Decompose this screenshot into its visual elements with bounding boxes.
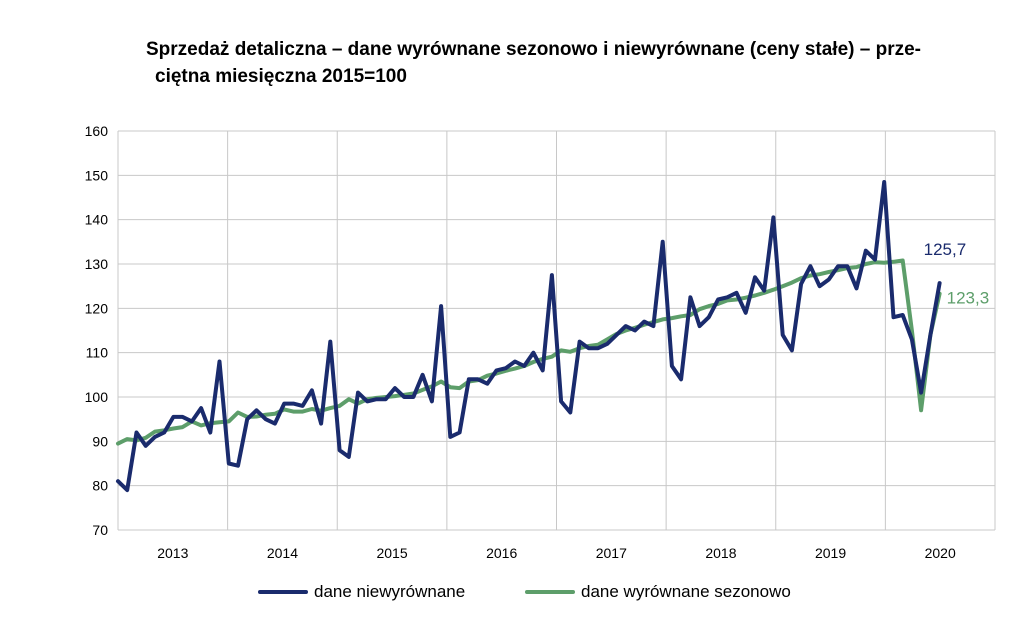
- legend-swatch-unadjusted: [258, 590, 308, 594]
- legend-item-unadjusted: dane niewyrównane: [258, 582, 465, 602]
- series-lines: [116, 180, 942, 493]
- x-tick-label: 2019: [815, 545, 846, 561]
- y-tick-label: 90: [92, 433, 108, 449]
- x-tick-label: 2018: [705, 545, 736, 561]
- y-tick-label: 160: [85, 123, 109, 139]
- grid: [117, 130, 996, 531]
- end-labels: 125,7 123,3: [924, 240, 990, 308]
- legend-label-adjusted: dane wyrównane sezonowo: [581, 582, 791, 601]
- x-tick-label: 2016: [486, 545, 517, 561]
- y-tick-label: 120: [85, 300, 109, 316]
- y-tick-label: 100: [85, 389, 109, 405]
- legend-label-unadjusted: dane niewyrównane: [314, 582, 466, 601]
- y-tick-label: 150: [85, 167, 109, 183]
- x-tick-label: 2015: [376, 545, 407, 561]
- legend-item-adjusted: dane wyrównane sezonowo: [525, 582, 791, 602]
- y-tick-label: 70: [92, 522, 108, 538]
- y-tick-label: 80: [92, 478, 108, 494]
- y-tick-label: 110: [86, 345, 109, 361]
- y-tick-label: 140: [85, 212, 109, 228]
- y-tick-label: 130: [85, 256, 109, 272]
- end-label-unadjusted: 125,7: [924, 240, 967, 259]
- x-tick-label: 2020: [925, 545, 956, 561]
- series-line-unadjusted: [116, 180, 942, 493]
- end-label-adjusted: 123,3: [947, 289, 990, 308]
- x-tick-label: 2017: [596, 545, 627, 561]
- chart-title-line-1: Sprzedaż detaliczna – dane wyrównane sez…: [146, 39, 921, 60]
- x-tick-label: 2013: [157, 545, 188, 561]
- series-line-adjusted: [116, 258, 942, 446]
- chart-title: Sprzedaż detaliczna – dane wyrównane sez…: [146, 36, 996, 90]
- x-axis-ticks: 2013 2014 2015 2016 2017 2018 2019 2020: [157, 545, 956, 561]
- y-axis-ticks: 70 80 90 100 110 120 130 140 150 160: [85, 123, 109, 538]
- legend-swatch-adjusted: [525, 590, 575, 594]
- chart-title-line-2: ciętna miesięczna 2015=100: [155, 66, 407, 87]
- x-tick-label: 2014: [267, 545, 298, 561]
